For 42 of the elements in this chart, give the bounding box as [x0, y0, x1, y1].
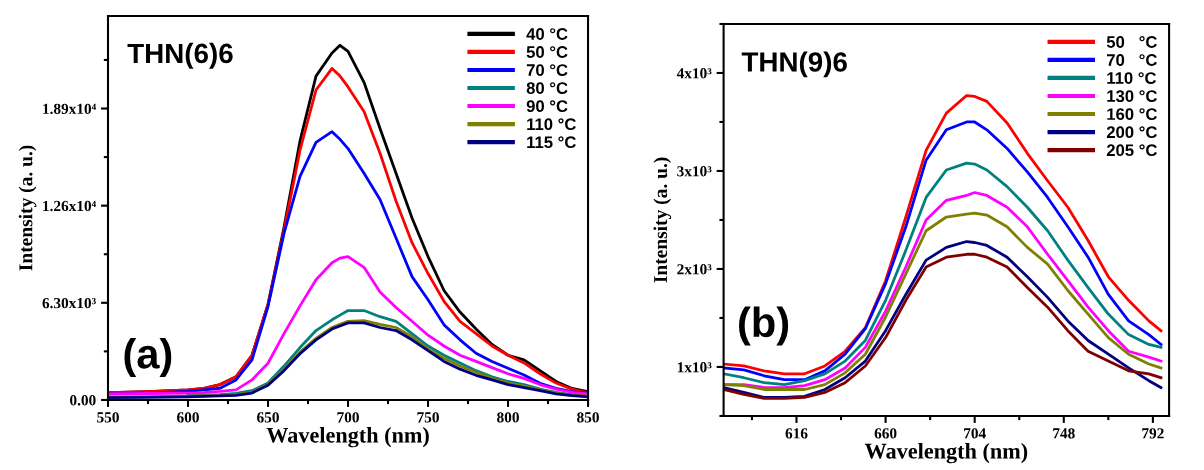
x-tick-label: 704: [964, 428, 986, 439]
y-tick-label: 3x10³: [677, 166, 712, 177]
legend-label: 160 °C: [1107, 108, 1157, 121]
y-tick-label: 0.00: [70, 395, 96, 406]
x-tick-label: 650: [257, 412, 279, 423]
x-tick-label: 550: [97, 412, 119, 423]
legend-label: 205 °C: [1106, 144, 1157, 157]
x-tick-label: 616: [785, 428, 808, 439]
y-tick-label: 1.26x10⁴: [43, 200, 97, 212]
legend-label: 70 °C: [526, 64, 568, 76]
x-tick-label: 792: [1142, 428, 1164, 439]
x-tick-label: 750: [417, 412, 439, 423]
y-tick-label: 2x10³: [677, 264, 712, 275]
x-axis-title: Wavelength (nm): [864, 443, 1028, 464]
y-axis-title: Intensity (a. u.): [18, 145, 37, 271]
x-tick-label: 660: [874, 428, 897, 439]
legend-label: 90 °C: [526, 100, 568, 113]
legend-label: 130 °C: [1107, 90, 1157, 103]
legend-label: 115 °C: [527, 136, 576, 149]
annotation: (a): [124, 338, 172, 377]
legend-label: 200 °C: [1106, 126, 1157, 139]
annotation: (b): [739, 306, 789, 346]
legend-label: 40 °C: [526, 28, 568, 40]
legend-label: 50 °C: [1106, 36, 1157, 48]
x-axis-title: Wavelength (nm): [266, 427, 429, 448]
x-tick-label: 800: [497, 412, 519, 423]
y-tick-label: 1.89x10⁴: [43, 103, 97, 115]
annotation: THN(9)6: [741, 51, 847, 78]
x-tick-label: 748: [1053, 428, 1075, 439]
y-tick-label: 4x10³: [676, 68, 712, 79]
legend-label: 80 °C: [526, 82, 568, 94]
y-axis-title: Intensity (a. u.): [653, 157, 672, 283]
legend-label: 50 °C: [526, 46, 568, 58]
x-tick-label: 700: [337, 412, 359, 423]
legend-label: 110 °C: [1107, 72, 1157, 84]
x-tick-label: 850: [577, 412, 599, 423]
legend-label: 110 °C: [527, 118, 576, 131]
x-tick-label: 600: [177, 412, 199, 423]
annotation: THN(6)6: [127, 42, 233, 69]
y-tick-label: 1x10³: [677, 362, 712, 373]
legend-label: 70 °C: [1107, 54, 1157, 66]
y-tick-label: 6.30x10³: [42, 297, 96, 309]
